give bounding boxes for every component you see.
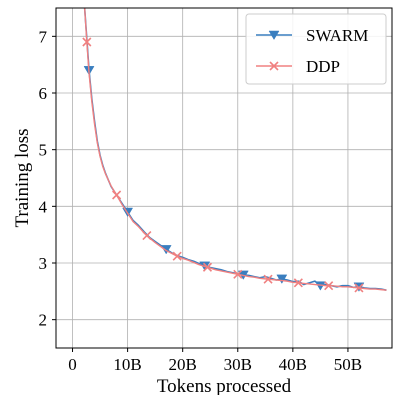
- series-marker-ddp: [233, 269, 243, 279]
- plot-frame: [55, 7, 393, 349]
- series-marker-ddp-stroke: [233, 269, 243, 279]
- series-marker-ddp: [142, 230, 152, 241]
- series-marker-ddp: [293, 278, 303, 288]
- series-marker-swarm: [276, 274, 288, 284]
- series-marker-ddp-stroke: [142, 230, 152, 241]
- y-tick-label: 2: [39, 311, 48, 330]
- x-tick-label: 20B: [169, 355, 197, 374]
- series-marker-ddp-stroke: [324, 281, 334, 291]
- legend-label: SWARM: [306, 26, 368, 45]
- y-axis-label: Training loss: [12, 128, 33, 227]
- legend: SWARM DDP: [245, 13, 387, 85]
- legend-entry: DDP: [256, 57, 340, 76]
- series-marker-ddp-stroke: [82, 37, 92, 47]
- series-marker-ddp: [172, 251, 182, 261]
- axes: 0 10B 20B 30B 40B 50B 2 3 4 5 6 7: [39, 7, 393, 374]
- legend-swatch-marker: [269, 61, 279, 71]
- y-tick-label: 7: [39, 27, 48, 46]
- series-marker-ddp-stroke: [293, 278, 303, 288]
- y-tick-label: 4: [39, 197, 48, 216]
- series-marker-ddp-stroke: [263, 274, 273, 284]
- x-tick-label: 50B: [334, 355, 362, 374]
- x-tick-label: 30B: [224, 355, 252, 374]
- series-area: [82, 8, 387, 293]
- y-tick-label: 6: [39, 84, 48, 103]
- series-marker-ddp-stroke: [112, 190, 122, 200]
- series-marker-ddp-stroke: [172, 251, 182, 261]
- y-tick-label: 3: [39, 254, 48, 273]
- series-marker-ddp: [324, 281, 334, 291]
- series-marker-ddp-stroke: [202, 262, 213, 272]
- series-marker-ddp: [112, 190, 122, 200]
- x-tick-label: 0: [68, 355, 77, 374]
- legend-entry: SWARM: [256, 26, 368, 45]
- x-tick-label: 10B: [113, 355, 141, 374]
- series-marker-ddp: [202, 262, 213, 272]
- legend-swatch-marker-stroke: [269, 61, 279, 71]
- x-axis-label: Tokens processed: [157, 376, 292, 395]
- series-marker-swarm: [160, 245, 172, 255]
- series-marker-ddp: [82, 37, 92, 47]
- series-marker-ddp: [354, 283, 364, 293]
- legend-swatch-marker: [268, 30, 280, 40]
- y-tick-label: 5: [39, 141, 48, 160]
- series-marker-ddp: [263, 274, 273, 284]
- series-marker-ddp-stroke: [354, 283, 364, 293]
- x-tick-label: 40B: [279, 355, 307, 374]
- legend-label: DDP: [306, 57, 340, 76]
